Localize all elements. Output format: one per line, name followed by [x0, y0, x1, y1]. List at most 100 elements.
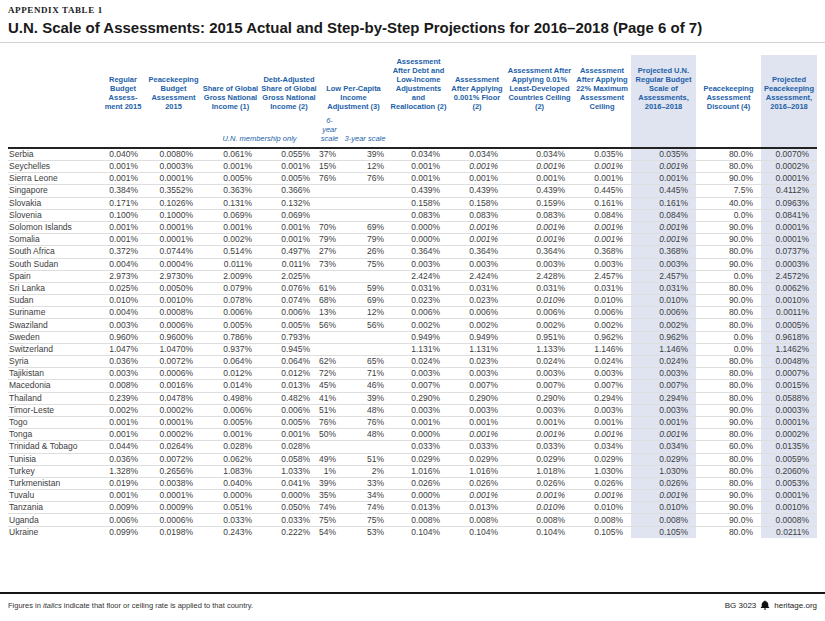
value-cell: 0.104%: [506, 526, 573, 538]
value-cell: 80.0%: [696, 429, 761, 441]
value-cell: 0.001%: [389, 161, 448, 173]
table-row: Slovakia0.171%0.1026%0.131%0.132%0.158%0…: [8, 197, 817, 209]
value-cell: 0.003%: [506, 404, 573, 416]
table-row: Tanzania0.009%0.0009%0.051%0.050%74%74%0…: [8, 502, 817, 514]
value-cell: 0.0%: [696, 343, 761, 355]
value-cell: 75%: [341, 514, 389, 526]
value-cell: 0.028%: [260, 441, 318, 453]
country-cell: Switzerland: [8, 343, 100, 355]
value-cell: 2.428%: [506, 270, 573, 282]
value-cell: 0.003%: [389, 404, 448, 416]
value-cell: 1.030%: [573, 465, 631, 477]
value-cell: 0.006%: [506, 307, 573, 319]
value-cell: 0.960%: [100, 331, 146, 343]
value-cell: 80.0%: [696, 392, 761, 404]
title-divider: [0, 42, 825, 43]
value-cell: 90.0%: [696, 295, 761, 307]
value-cell: 0.0001%: [146, 416, 201, 428]
value-cell: 0.945%: [260, 343, 318, 355]
value-cell: 0.033%: [389, 441, 448, 453]
value-cell: 13%: [318, 307, 341, 319]
table-row: Turkey1.328%0.2656%1.083%1.033%1%2%1.016…: [8, 465, 817, 477]
table-row: Macedonia0.008%0.0016%0.014%0.013%45%46%…: [8, 380, 817, 392]
value-cell: 0.003%: [506, 368, 573, 380]
value-cell: 0.372%: [100, 246, 146, 258]
value-cell: 1.146%: [573, 343, 631, 355]
value-cell: 0.0015%: [761, 380, 817, 392]
value-cell: 0.001%: [389, 173, 448, 185]
value-cell: 0.031%: [389, 282, 448, 294]
country-cell: Slovakia: [8, 197, 100, 209]
col-header-after-ldc-ceiling: Assessment After Applying 0.01% Least-De…: [506, 55, 573, 114]
value-cell: 0.171%: [100, 197, 146, 209]
value-cell: 0.364%: [389, 246, 448, 258]
value-cell: 0.034%: [506, 148, 573, 161]
value-cell: 0.003%: [573, 258, 631, 270]
col-header-after-max-ceiling: Assessment After Applying 22% Maximum As…: [573, 55, 631, 114]
value-cell: 0.4112%: [761, 185, 817, 197]
value-cell: 0.0016%: [146, 380, 201, 392]
subheader-spacer: [696, 114, 761, 148]
country-cell: South Sudan: [8, 258, 100, 270]
value-cell: 0.006%: [201, 404, 260, 416]
value-cell: 69%: [341, 295, 389, 307]
value-cell: 0.1026%: [146, 197, 201, 209]
value-cell: 72%: [318, 368, 341, 380]
value-cell: 0.482%: [260, 392, 318, 404]
value-cell: 0.006%: [201, 307, 260, 319]
value-cell: 0.161%: [573, 197, 631, 209]
value-cell: 0.001%: [631, 490, 696, 502]
value-cell: 70%: [318, 221, 341, 233]
table-row: Sudan0.010%0.0010%0.078%0.074%68%69%0.02…: [8, 295, 817, 307]
country-cell: Uganda: [8, 514, 100, 526]
value-cell: 0.001%: [260, 234, 318, 246]
value-cell: 0.084%: [573, 209, 631, 221]
value-cell: 50%: [318, 429, 341, 441]
value-cell: 7.5%: [696, 185, 761, 197]
subheader-spacer: [761, 114, 817, 148]
table-row: Swaziland0.003%0.0006%0.005%0.005%56%56%…: [8, 319, 817, 331]
value-cell: 2.4572%: [761, 270, 817, 282]
value-cell: 0.002%: [448, 319, 506, 331]
value-cell: 0.001%: [448, 161, 506, 173]
value-cell: 0.0004%: [146, 258, 201, 270]
value-cell: 0.001%: [506, 221, 573, 233]
table-row: Serbia0.040%0.0080%0.061%0.055%37%39%0.0…: [8, 148, 817, 161]
value-cell: 0.0744%: [146, 246, 201, 258]
value-cell: 1.083%: [201, 465, 260, 477]
country-cell: Sierra Leone: [8, 173, 100, 185]
value-cell: 0.033%: [448, 441, 506, 453]
value-cell: 0.003%: [631, 404, 696, 416]
value-cell: 0.0050%: [146, 282, 201, 294]
col-header-peacekeeping-budget-2015: Peacekeeping Budget Assessment 2015: [146, 55, 201, 114]
value-cell: 0.949%: [448, 331, 506, 343]
value-cell: 0.003%: [631, 258, 696, 270]
table-row: South Sudan0.004%0.0004%0.011%0.011%73%7…: [8, 258, 817, 270]
value-cell: 0.0002%: [146, 404, 201, 416]
subheader-spacer: [8, 114, 100, 148]
table-row: Tonga0.001%0.0002%0.001%0.001%50%48%0.00…: [8, 429, 817, 441]
value-cell: 56%: [318, 319, 341, 331]
value-cell: 40.0%: [696, 197, 761, 209]
value-cell: 0.024%: [506, 356, 573, 368]
table-row: Togo0.001%0.0001%0.005%0.005%76%76%0.001…: [8, 416, 817, 428]
value-cell: 39%: [318, 477, 341, 489]
assessments-table: Regular Budget Assess­ment 2015 Peacekee…: [8, 55, 817, 538]
value-cell: 0.0963%: [761, 197, 817, 209]
value-cell: [318, 343, 341, 355]
value-cell: 0.029%: [448, 453, 506, 465]
value-cell: 35%: [318, 490, 341, 502]
value-cell: 0.025%: [100, 282, 146, 294]
value-cell: 1%: [318, 465, 341, 477]
value-cell: 1.0470%: [146, 343, 201, 355]
value-cell: 0.031%: [448, 282, 506, 294]
value-cell: 80.0%: [696, 380, 761, 392]
value-cell: 0.005%: [260, 319, 318, 331]
value-cell: 0.2060%: [761, 465, 817, 477]
value-cell: 0.0007%: [761, 368, 817, 380]
value-cell: 0.001%: [631, 221, 696, 233]
value-cell: 0.003%: [100, 319, 146, 331]
value-cell: 0.001%: [448, 234, 506, 246]
value-cell: 75%: [341, 258, 389, 270]
footnote-text: Figures in: [8, 601, 43, 610]
